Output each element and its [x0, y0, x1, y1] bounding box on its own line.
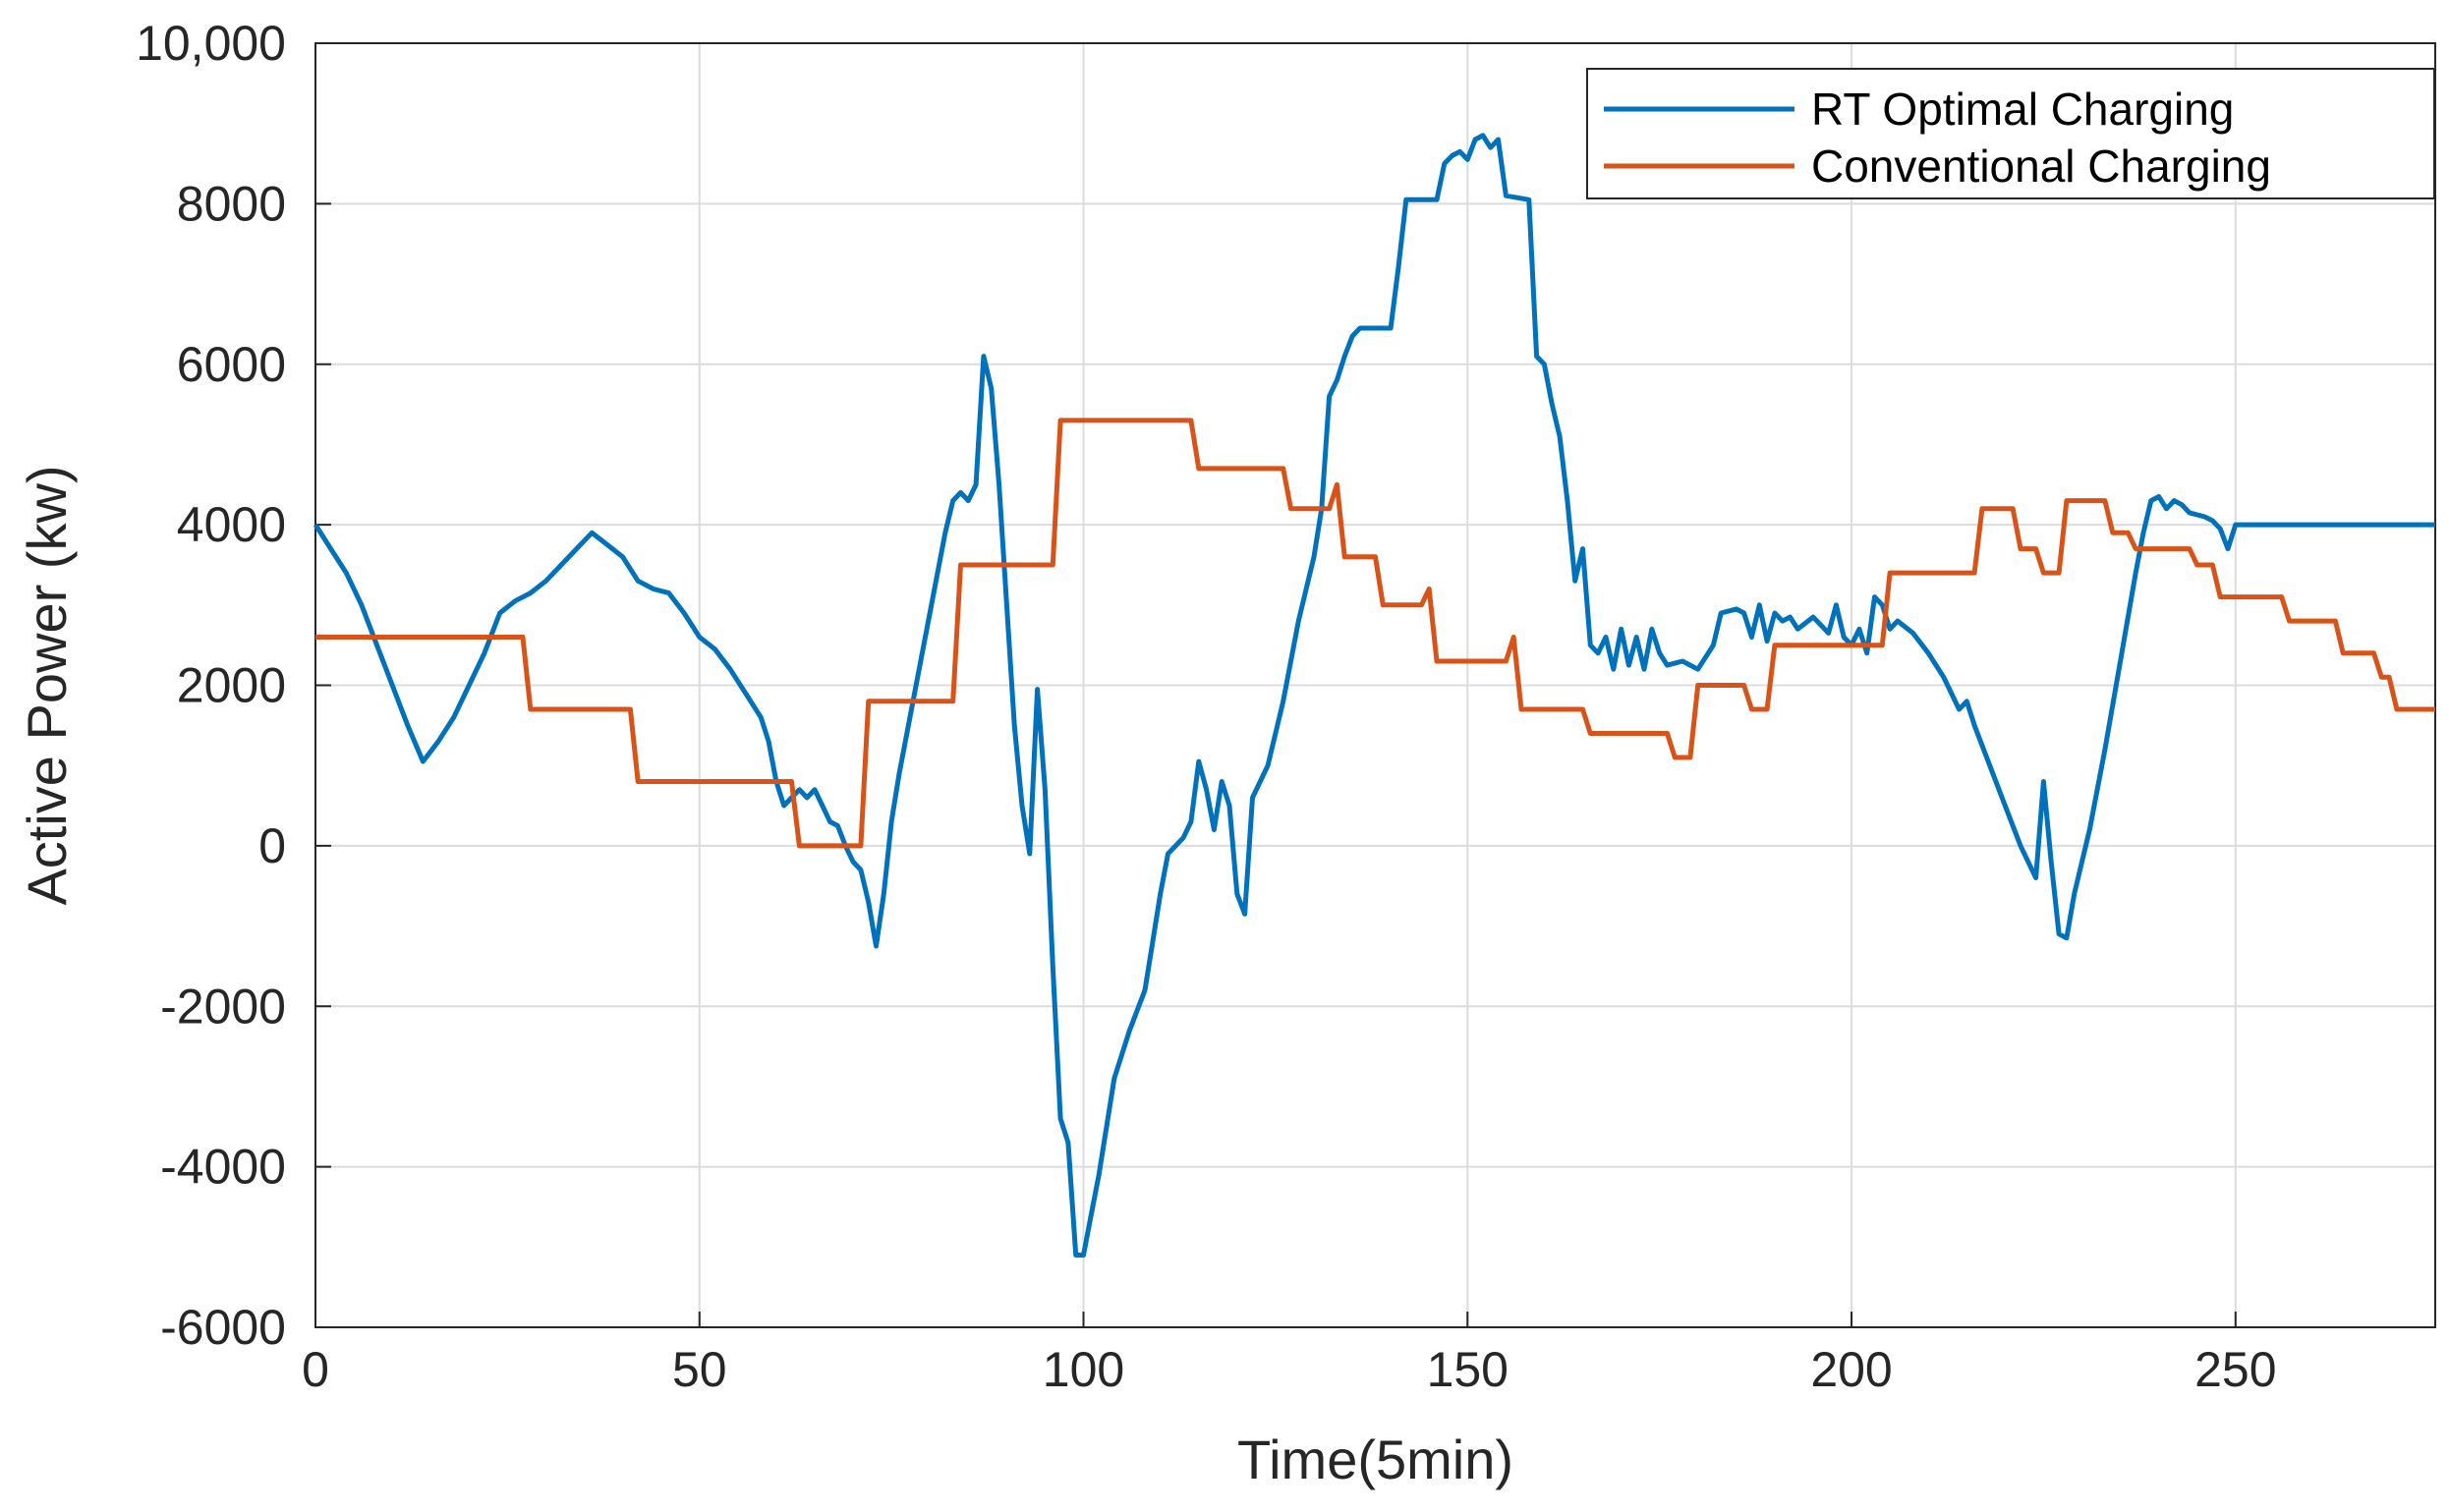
- legend-label-rt-optimal: RT Optimal Charging: [1811, 84, 2234, 135]
- x-tick-label: 50: [672, 1342, 727, 1397]
- y-tick-label: 10,000: [136, 16, 286, 71]
- tick-marks: [314, 42, 2237, 1328]
- y-tick-label: 6000: [177, 337, 286, 392]
- y-tick-label: -6000: [160, 1300, 286, 1355]
- legend-label-conventional: Conventional Charging: [1811, 140, 2271, 192]
- y-tick-label: 0: [258, 818, 286, 873]
- y-tick-label: 2000: [177, 658, 286, 713]
- grid-lines: [314, 42, 2435, 1328]
- tick-labels: 0 50 100 150 200 250 -6000 -4000 -2000 0 2000 4000 6…: [136, 16, 2276, 1397]
- x-tick-label: 250: [2194, 1342, 2276, 1397]
- y-tick-label: -2000: [160, 979, 286, 1034]
- series-lines: [313, 133, 2435, 1258]
- x-tick-label: 150: [1427, 1342, 1509, 1397]
- x-tick-label: 0: [302, 1342, 329, 1397]
- y-axis-label: Active Power (kw): [16, 465, 78, 905]
- y-tick-label: 8000: [177, 176, 286, 231]
- legend-box: [1586, 68, 2435, 199]
- x-tick-label: 100: [1043, 1342, 1124, 1397]
- legend: RT Optimal Charging Conventional Chargin…: [1586, 68, 2435, 199]
- x-tick-label: 200: [1810, 1342, 1892, 1397]
- series-line-1: [315, 418, 2435, 849]
- y-tick-label: -4000: [160, 1140, 286, 1195]
- x-axis-label: Time(5min): [1237, 1428, 1513, 1490]
- y-tick-label: 4000: [177, 497, 286, 552]
- series-line-0: [313, 133, 2435, 1258]
